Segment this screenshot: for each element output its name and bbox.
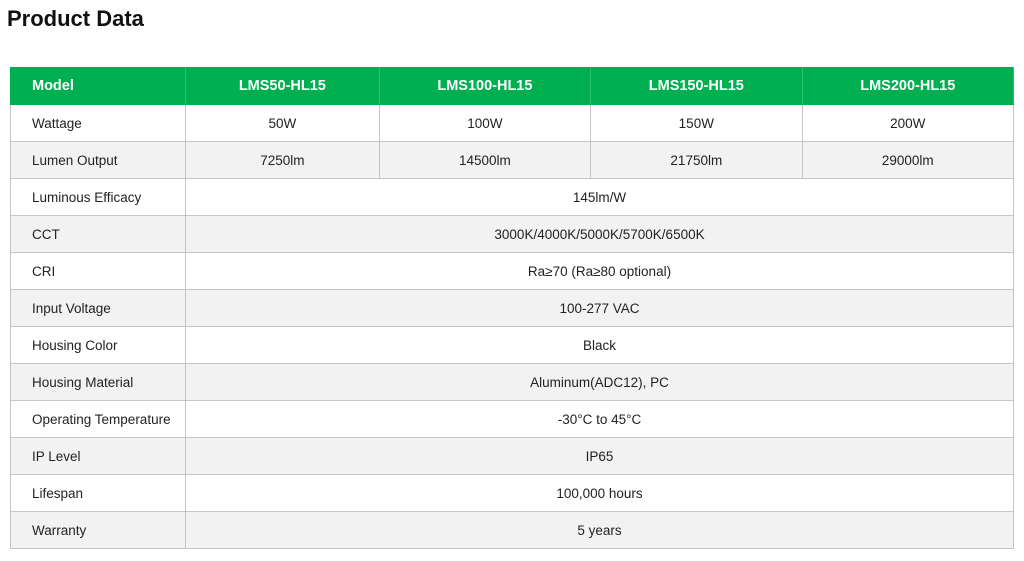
header-cell: LMS50-HL15	[185, 67, 380, 105]
table-row: Operating Temperature -30°C to 45°C	[10, 400, 1014, 438]
cell-value: Aluminum(ADC12), PC	[185, 363, 1014, 401]
table-row: Wattage 50W 100W 150W 200W	[10, 104, 1015, 142]
cell-value: 200W	[801, 104, 1015, 142]
cell-value: 100W	[378, 104, 592, 142]
row-label: Lumen Output	[10, 141, 186, 179]
table-row: Lumen Output 7250lm 14500lm 21750lm 29000lm	[10, 141, 1015, 179]
cell-value: IP65	[185, 437, 1014, 475]
row-label: IP Level	[10, 437, 186, 475]
table-row: Luminous Efficacy 145lm/W	[10, 178, 1014, 216]
header-cell: LMS150-HL15	[590, 67, 803, 105]
cell-value: 5 years	[185, 511, 1014, 549]
product-data-table: Model LMS50-HL15 LMS100-HL15 LMS150-HL15…	[10, 67, 1015, 549]
row-label: CCT	[10, 215, 186, 253]
cell-value: 150W	[590, 104, 803, 142]
table-row: IP Level IP65	[10, 437, 1014, 475]
row-label: Operating Temperature	[10, 400, 186, 438]
cell-value: -30°C to 45°C	[185, 400, 1014, 438]
table-header-row: Model LMS50-HL15 LMS100-HL15 LMS150-HL15…	[10, 67, 1015, 105]
table-row: CRI Ra≥70 (Ra≥80 optional)	[10, 252, 1014, 290]
row-label: Wattage	[10, 104, 186, 142]
table-row: Housing Color Black	[10, 326, 1014, 364]
header-cell: Model	[10, 67, 186, 105]
cell-value: 14500lm	[378, 141, 592, 179]
cell-value: 7250lm	[185, 141, 380, 179]
cell-value: 145lm/W	[185, 178, 1014, 216]
table-row: Housing Material Aluminum(ADC12), PC	[10, 363, 1014, 401]
cell-value: 100-277 VAC	[185, 289, 1014, 327]
cell-value: 29000lm	[801, 141, 1015, 179]
cell-value: 3000K/4000K/5000K/5700K/6500K	[185, 215, 1014, 253]
header-cell: LMS200-HL15	[801, 67, 1015, 105]
cell-value: 21750lm	[590, 141, 803, 179]
row-label: Housing Color	[10, 326, 186, 364]
page-title: Product Data	[7, 6, 144, 31]
cell-value: 100,000 hours	[185, 474, 1014, 512]
cell-value: 50W	[185, 104, 380, 142]
cell-value: Black	[185, 326, 1014, 364]
table-row: Lifespan 100,000 hours	[10, 474, 1014, 512]
header-cell: LMS100-HL15	[378, 67, 592, 105]
row-label: Warranty	[10, 511, 186, 549]
table-row: CCT 3000K/4000K/5000K/5700K/6500K	[10, 215, 1014, 253]
row-label: Input Voltage	[10, 289, 186, 327]
row-label: Lifespan	[10, 474, 186, 512]
row-label: Luminous Efficacy	[10, 178, 186, 216]
table-row: Warranty 5 years	[10, 511, 1014, 549]
row-label: CRI	[10, 252, 186, 290]
row-label: Housing Material	[10, 363, 186, 401]
table-row: Input Voltage 100-277 VAC	[10, 289, 1014, 327]
cell-value: Ra≥70 (Ra≥80 optional)	[185, 252, 1014, 290]
